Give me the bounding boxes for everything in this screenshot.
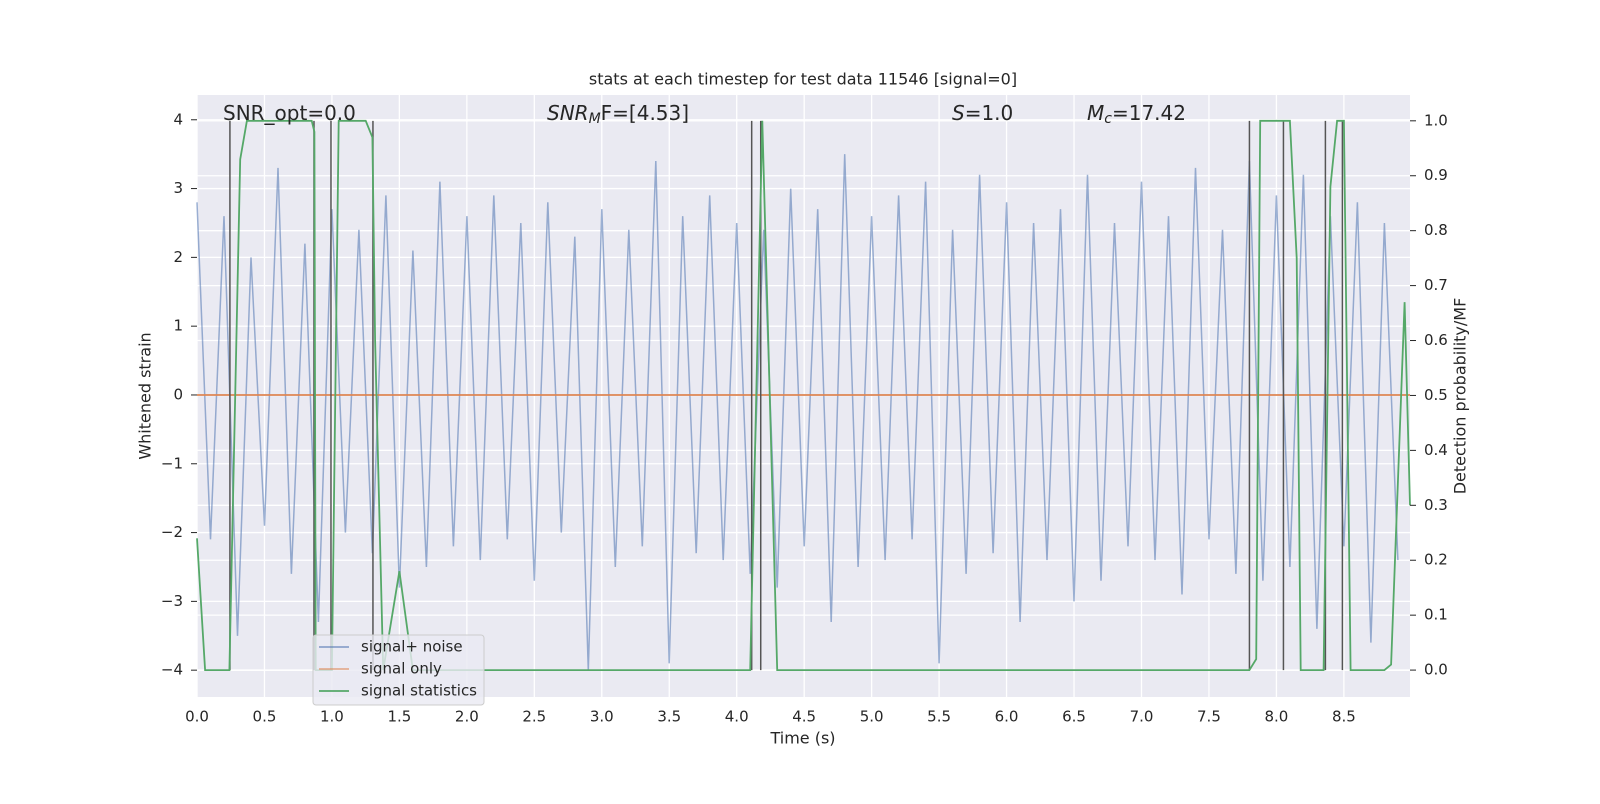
y2-axis-label: Detection probability/MF bbox=[1451, 298, 1470, 495]
y-tick-label: 3 bbox=[173, 179, 183, 197]
x-tick-label: 6.0 bbox=[995, 708, 1019, 726]
annotation-base: S bbox=[952, 101, 965, 125]
annotation-tail: F=[4.53] bbox=[601, 101, 689, 125]
annotation: SNR_opt=0.0 bbox=[223, 101, 356, 125]
y-tick-label: −2 bbox=[161, 523, 183, 541]
y2-tick-label: 0.1 bbox=[1424, 606, 1448, 624]
y-tick-label: −4 bbox=[161, 661, 183, 679]
annotation: Mc=17.42 bbox=[1087, 101, 1186, 128]
grid bbox=[196, 95, 1410, 697]
chart-title: stats at each timestep for test data 115… bbox=[589, 70, 1017, 89]
x-tick-label: 8.5 bbox=[1332, 708, 1356, 726]
y2-tick-label: 1.0 bbox=[1424, 111, 1448, 129]
y2-tick-label: 0.8 bbox=[1424, 221, 1448, 239]
y2-tick-label: 0.2 bbox=[1424, 551, 1448, 569]
x-tick-label: 7.5 bbox=[1197, 708, 1221, 726]
y2-tick-label: 0.9 bbox=[1424, 166, 1448, 184]
y2-tick-label: 0.7 bbox=[1424, 276, 1448, 294]
x-tick-label: 5.5 bbox=[927, 708, 951, 726]
x-axis-label: Time (s) bbox=[769, 729, 835, 748]
legend-label: signal+ noise bbox=[361, 638, 463, 656]
series-line bbox=[196, 154, 1399, 671]
x-tick-label: 3.5 bbox=[657, 708, 681, 726]
annotation-base: M bbox=[1087, 101, 1104, 125]
legend-box bbox=[312, 634, 485, 706]
y2-tick-label: 0.6 bbox=[1424, 331, 1448, 349]
x-tick-label: 1.0 bbox=[320, 708, 344, 726]
y-tick-label: −1 bbox=[161, 454, 183, 472]
labels: 0.0 0.5 1.0 1.5 2.0 2.5 3.0 3.5 4.0 4.5 5.0 5.5 6.0 6… bbox=[161, 101, 1448, 726]
x-tick-label: 4.5 bbox=[792, 708, 816, 726]
annotation-tail: =1.0 bbox=[965, 101, 1014, 125]
x-tick-label: 2.0 bbox=[455, 708, 479, 726]
x-tick-label: 3.0 bbox=[590, 708, 614, 726]
y2-tick-label: 0.0 bbox=[1424, 661, 1448, 679]
y-tick-label: 4 bbox=[173, 110, 183, 128]
x-tick-label: 6.5 bbox=[1062, 708, 1086, 726]
marks bbox=[196, 119, 1411, 671]
y2-tick-label: 0.3 bbox=[1424, 496, 1448, 514]
legend-label: signal only bbox=[361, 660, 442, 678]
x-tick-label: 0.5 bbox=[253, 708, 277, 726]
y-tick-label: 2 bbox=[173, 248, 183, 266]
x-tick-label: 2.5 bbox=[522, 708, 546, 726]
legend-label: signal statistics bbox=[361, 682, 477, 700]
x-tick-label: 7.0 bbox=[1130, 708, 1154, 726]
annotation-base: SNR bbox=[547, 101, 589, 125]
x-tick-label: 1.5 bbox=[387, 708, 411, 726]
x-tick-label: 8.0 bbox=[1264, 708, 1288, 726]
y-tick-label: 0 bbox=[173, 385, 183, 403]
y2-tick-label: 0.4 bbox=[1424, 441, 1448, 459]
annotation-sub: M bbox=[589, 111, 601, 127]
annotation-base: SNR_opt=0.0 bbox=[223, 101, 356, 125]
y-tick-label: 1 bbox=[173, 317, 183, 335]
annotation: S=1.0 bbox=[952, 101, 1013, 125]
x-tick-label: 4.0 bbox=[725, 708, 749, 726]
series-line bbox=[196, 119, 1411, 671]
x-tick-label: 5.0 bbox=[860, 708, 884, 726]
annotation-sub: c bbox=[1104, 111, 1112, 127]
x-tick-label: 0.0 bbox=[185, 708, 209, 726]
y-tick-label: −3 bbox=[161, 592, 183, 610]
annotation-tail: =17.42 bbox=[1112, 101, 1186, 125]
annotation: SNRMF=[4.53] bbox=[547, 101, 689, 128]
y-axis-label: Whitened strain bbox=[136, 332, 155, 459]
y2-tick-label: 0.5 bbox=[1424, 386, 1448, 404]
